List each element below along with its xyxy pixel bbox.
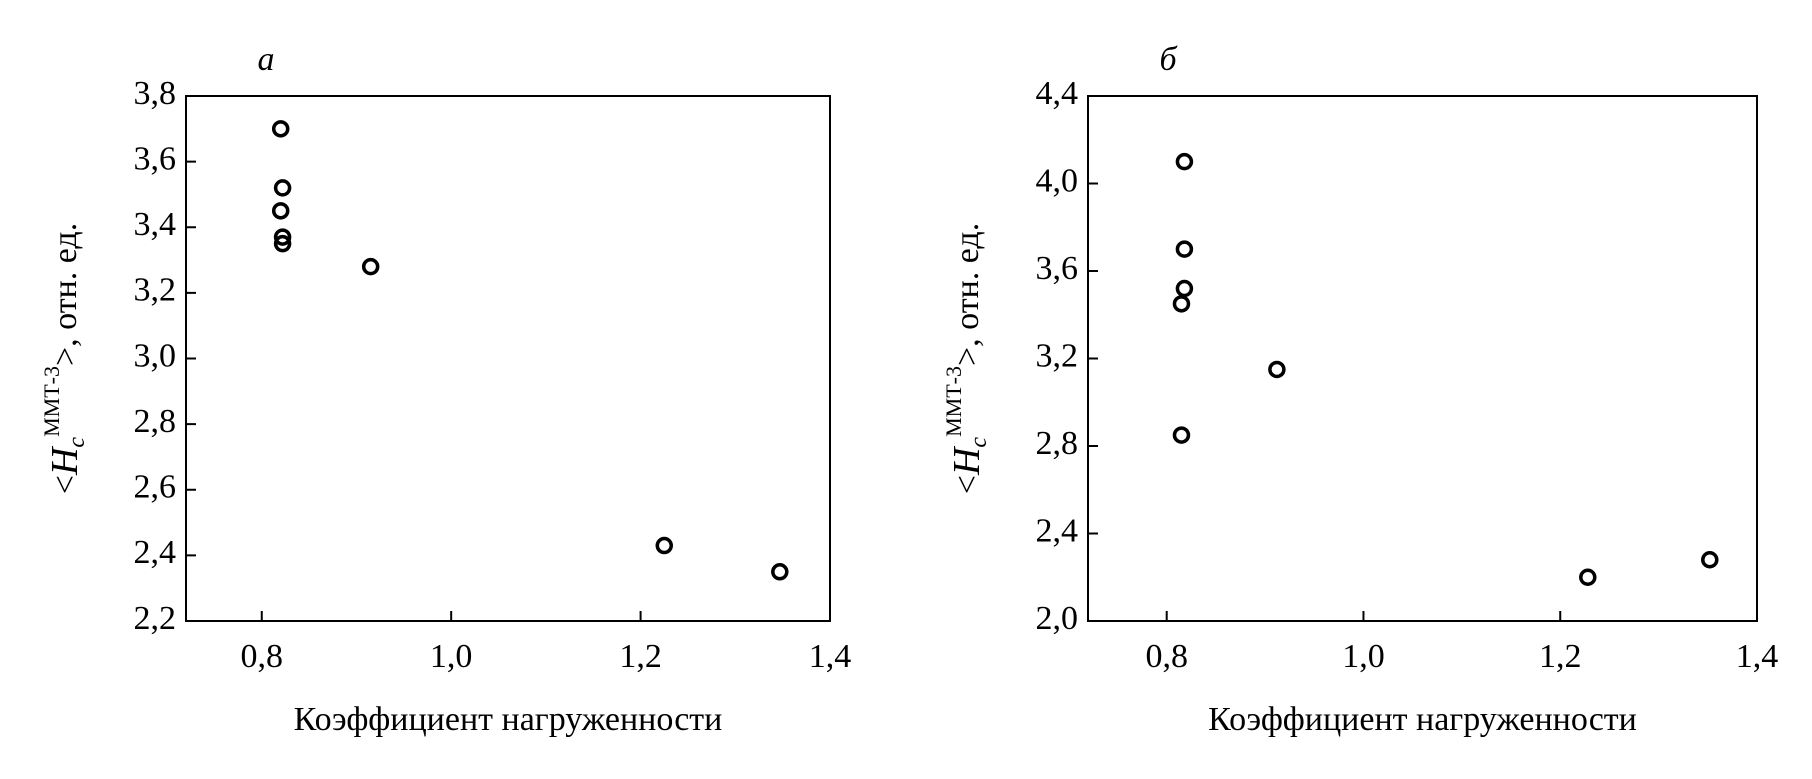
y-tick-label: 3,4	[134, 206, 177, 243]
x-axis-label: Коэффициент нагруженности	[1208, 701, 1637, 738]
point	[1175, 152, 1194, 171]
point	[271, 202, 290, 220]
point	[771, 563, 789, 581]
panel-label: б	[1159, 41, 1178, 78]
y-tick-label: 2,8	[134, 403, 177, 440]
x-tick-label: 1,2	[1539, 638, 1582, 675]
y-axis-label: <HcММТ-3>, отн. ед.	[941, 223, 991, 494]
y-label-part: H	[946, 445, 988, 476]
y-label-part: H	[44, 445, 86, 476]
y-tick-label: 2,6	[134, 469, 177, 506]
y-tick-label: 3,0	[134, 337, 177, 374]
y-axis-label: <HcММТ-3>, отн. ед.	[39, 223, 89, 494]
x-tick-label: 1,4	[809, 638, 852, 675]
y-tick-label: 3,6	[134, 140, 177, 177]
x-tick-label: 1,4	[1736, 638, 1779, 675]
point	[655, 536, 674, 555]
y-label-part: >, отн. ед.	[949, 223, 986, 366]
y-tick-label: 2,8	[1036, 425, 1079, 462]
y-tick-label: 3,2	[134, 272, 177, 309]
y-tick-label: 3,8	[134, 75, 177, 112]
y-label-part: c	[64, 437, 90, 448]
plot-frame	[1087, 95, 1758, 622]
point	[271, 120, 290, 138]
point	[273, 179, 292, 197]
y-tick-label: 2,4	[1036, 512, 1079, 549]
point	[1175, 279, 1194, 298]
plot-frame	[185, 95, 831, 622]
point	[1175, 240, 1194, 258]
point	[273, 234, 292, 253]
point	[1701, 551, 1719, 569]
y-tick-label: 3,6	[1036, 250, 1079, 287]
point	[1172, 426, 1191, 444]
panel-label: а	[258, 41, 275, 78]
point	[361, 257, 380, 276]
y-tick-label: 2,2	[134, 600, 177, 637]
y-tick-label: 3,2	[1036, 337, 1079, 374]
y-label-part: <	[949, 475, 986, 494]
y-tick-label: 4,0	[1036, 162, 1079, 199]
point	[1268, 360, 1286, 379]
x-tick-label: 1,2	[619, 638, 662, 675]
x-axis-label: Коэффициент нагруженности	[294, 701, 723, 738]
x-tick-label: 1,0	[1342, 638, 1385, 675]
y-label-part: >, отн. ед.	[47, 223, 84, 366]
point	[273, 228, 292, 246]
x-tick-label: 1,0	[430, 638, 473, 675]
y-tick-label: 4,4	[1036, 75, 1079, 112]
x-tick-label: 0,8	[1145, 638, 1188, 675]
y-label-part: c	[966, 437, 992, 448]
y-tick-label: 2,0	[1036, 600, 1079, 637]
point	[1172, 295, 1191, 313]
y-label-part: ММТ-3	[941, 366, 966, 437]
x-tick-label: 0,8	[241, 638, 284, 675]
point	[1579, 568, 1597, 586]
y-tick-label: 2,4	[134, 534, 177, 571]
y-label-part: ММТ-3	[39, 366, 64, 437]
y-label-part: <	[47, 475, 84, 494]
